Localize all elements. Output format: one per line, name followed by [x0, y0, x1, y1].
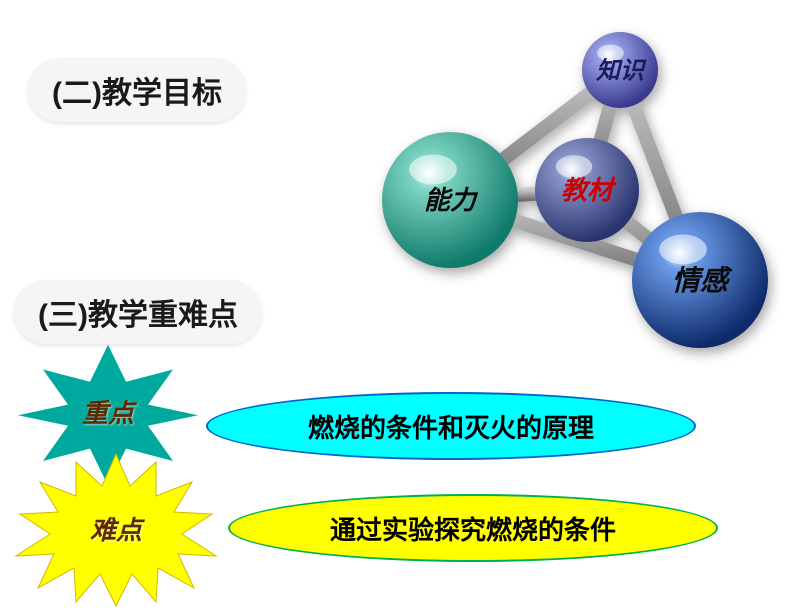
section-heading-2: (二)教学目标 [28, 58, 246, 122]
node-label-textbook: 教材 [561, 175, 617, 205]
heading-text: (二)教学目标 [52, 77, 222, 110]
node-label-ability: 能力 [424, 185, 479, 215]
difficulty-label: 难点 [90, 510, 142, 547]
keypoint-label: 重点 [82, 393, 134, 430]
concept-network-diagram: 知识能力 教材情感 [370, 10, 780, 330]
diagram-svg: 知识能力 教材情感 [370, 10, 780, 350]
difficulty-text: 通过实验探究燃烧的条件 [330, 510, 616, 547]
node-label-knowledge: 知识 [595, 57, 647, 84]
node-label-emotion: 情感 [672, 265, 733, 296]
difficulty-star: 难点 [6, 448, 226, 608]
difficulty-ellipse: 通过实验探究燃烧的条件 [228, 494, 718, 562]
keypoint-ellipse: 燃烧的条件和灭火的原理 [206, 392, 696, 460]
heading-text: (三)教学重难点 [38, 299, 238, 332]
keypoint-text: 燃烧的条件和灭火的原理 [308, 408, 594, 445]
section-heading-3: (三)教学重难点 [14, 280, 262, 344]
